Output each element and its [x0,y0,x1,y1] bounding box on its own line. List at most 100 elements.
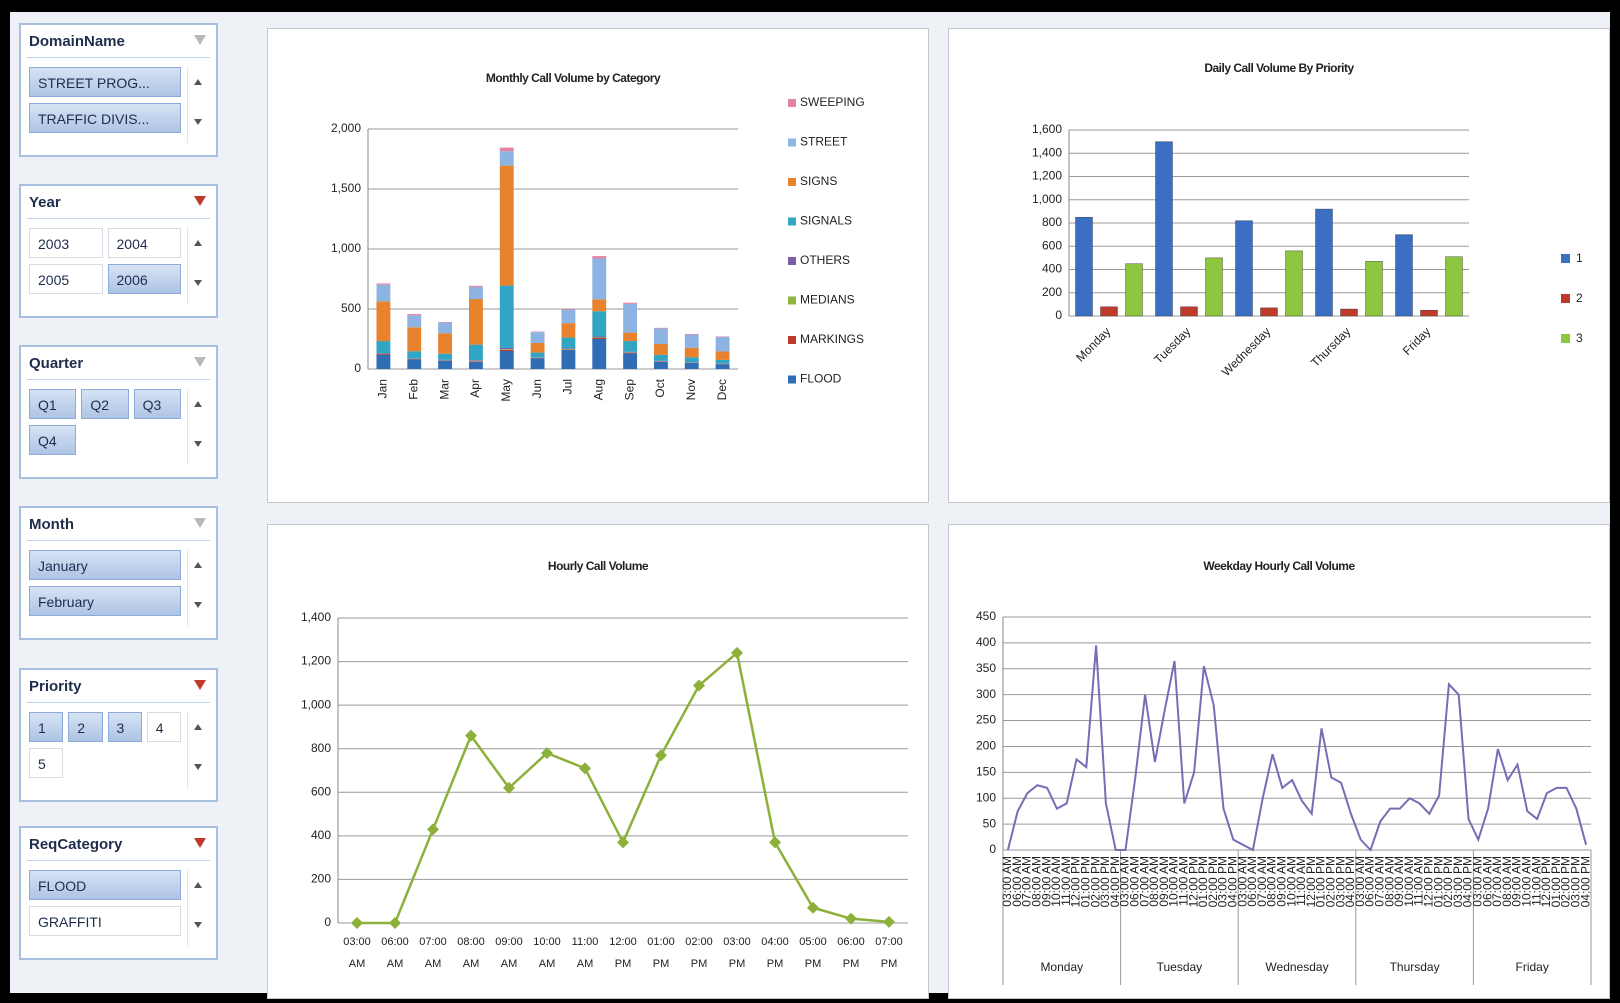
bar-segment [592,311,607,337]
bar-segment [376,284,391,302]
x-tick-label: 04:00 PM [1461,856,1475,907]
clear-filter-icon[interactable] [194,196,206,206]
slicer-item[interactable]: 2006 [107,264,181,294]
slicer-item[interactable]: 1 [29,712,64,742]
x-tick-label: 08:00 AM [457,936,485,970]
scroll-down[interactable] [194,441,202,447]
group-label: Tuesday [1157,960,1203,974]
x-tick-label: 11:00 AM [571,936,599,970]
bar-segment [499,349,514,351]
marker [693,679,705,692]
y-tick-label: 1,200 [1032,169,1062,183]
bar [1100,306,1118,317]
slicer-item[interactable]: 2 [68,712,103,742]
slicer: DomainName STREET PROG... TRAFFIC DIVIS... [19,23,218,157]
marker [541,747,553,760]
line [1006,645,1588,852]
x-tick-label: 01:00 PM [1314,856,1328,907]
clear-filter-icon[interactable] [194,680,206,690]
group-label: Wednesday [1265,960,1328,974]
bar-segment [561,309,576,324]
chart: Hourly Call Volume 0 200 400 600 800 1,000 1,20… [301,559,908,929]
bar [1075,216,1093,317]
scroll-up[interactable] [194,882,202,888]
slicer-item[interactable]: GRAFFITI [29,906,181,936]
x-tick-label: 06:00 AM [1010,856,1024,907]
bar-segment [592,339,607,369]
scroll-down[interactable] [194,922,202,928]
legend-label: 3 [1576,331,1583,345]
line [357,650,890,925]
y-tick-label: 0 [354,361,361,375]
marker [655,749,667,762]
scroll-down[interactable] [194,119,202,125]
x-tick-label: 03:00 AM [1353,856,1367,907]
bar-segment [376,283,391,285]
clear-filter-icon[interactable] [194,838,206,848]
slicer-item[interactable]: Q3 [133,389,181,419]
slicer-item[interactable]: STREET PROG... [29,67,181,97]
legend-label: 2 [1576,291,1583,305]
marker [731,646,743,659]
slicer-item[interactable]: Q4 [29,425,77,455]
scroll-down[interactable] [194,602,202,608]
x-tick-label: 06:00 AM [1245,856,1259,907]
slicer-items: FLOOD GRAFFITI [29,870,181,936]
x-tick-label: 02:00 PM [1441,856,1455,907]
x-tick-label: 12:00 PM [1186,856,1200,907]
slicer-item[interactable]: FLOOD [29,870,181,900]
slicer-item[interactable]: Q2 [81,389,129,419]
bar-segment [499,349,514,350]
x-tick-label: 08:00 AM [1265,856,1279,907]
scroll-down[interactable] [194,280,202,286]
bar-segment [468,360,483,361]
y-tick-label: 1,000 [301,697,331,711]
slicer-item[interactable]: 5 [29,748,64,778]
x-tick-label: 03:00 PM [1098,856,1112,907]
x-tick-label: 09:00 AM [1274,856,1288,907]
slicer-item[interactable]: TRAFFIC DIVIS... [29,103,181,133]
bar-segment [623,341,638,352]
x-tick-label: 11:00 AM [1176,856,1190,906]
y-tick-label: 400 [1042,262,1062,276]
slicer-item[interactable]: 2003 [29,228,103,258]
legend-label: MEDIANS [800,293,855,307]
scroll-up[interactable] [194,401,202,407]
marker [503,781,515,794]
bar-segment [376,353,391,354]
slicer-item[interactable]: February [29,586,181,616]
legend-label: OTHERS [800,253,850,267]
chart-title: Hourly Call Volume [548,559,649,573]
x-tick-label: 07:00 AM [1490,856,1504,907]
scroll-up[interactable] [194,240,202,246]
slicer-item[interactable]: Q1 [29,389,77,419]
x-tick-label: 08:00 AM [1382,856,1396,907]
clear-filter-icon[interactable] [194,518,206,528]
clear-filter-icon[interactable] [194,35,206,45]
x-tick-label: 04:00 PM [761,936,789,970]
bar-segment [499,165,514,286]
scroll-up[interactable] [194,562,202,568]
x-tick-label: 09:00 AM [1157,856,1171,907]
y-tick-label: 0 [1055,308,1062,322]
x-tick-label: Monday [1073,324,1113,364]
scroll-down[interactable] [194,764,202,770]
slicer-item[interactable]: January [29,550,181,580]
bar-segment [653,328,668,345]
bar-segment [623,352,638,354]
scroll-up[interactable] [194,724,202,730]
x-tick-label: 02:00 PM [1088,856,1102,907]
scroll-up[interactable] [194,79,202,85]
slicer-item[interactable]: 2005 [29,264,103,294]
slicer-item[interactable]: 2004 [107,228,181,258]
x-tick-label: 06:00 AM [381,936,409,970]
slicer-item[interactable]: 4 [146,712,181,742]
slicer-title: Quarter [29,355,84,372]
clear-filter-icon[interactable] [194,357,206,367]
bar-segment [623,303,638,333]
slicer-title: DomainName [29,33,125,50]
x-tick-label: Nov [684,379,698,400]
x-tick-label: 10:00 AM [533,936,561,970]
slicer-item[interactable]: 3 [107,712,142,742]
x-tick-label: 04:00 PM [1108,856,1122,907]
